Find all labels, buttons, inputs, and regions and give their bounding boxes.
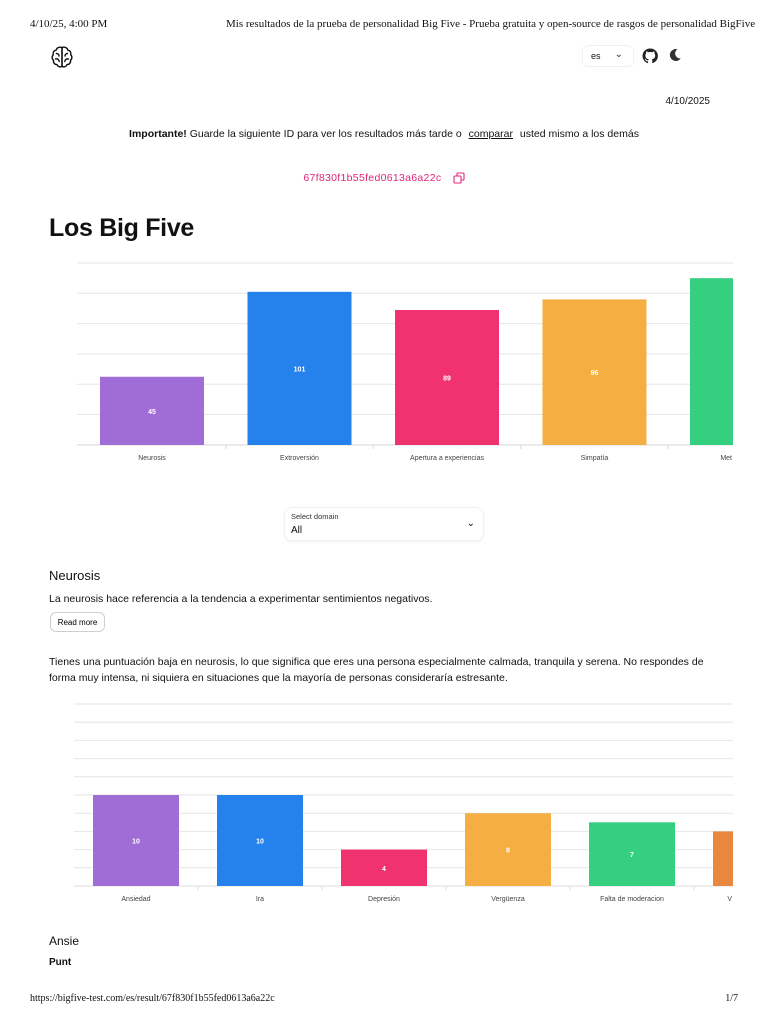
bar-value-label: 89 — [443, 376, 451, 383]
page-title: Los Big Five — [49, 214, 195, 242]
facet-heading: Ansie — [49, 934, 80, 948]
category-label: Apertura a experiencias — [410, 455, 484, 462]
bar — [217, 795, 303, 886]
read-more-button[interactable]: Read more — [50, 612, 105, 632]
language-select[interactable]: es ⌄ — [582, 45, 634, 67]
moon-icon[interactable] — [668, 48, 682, 62]
bar-value-label: 45 — [148, 409, 156, 416]
bar — [341, 849, 427, 886]
bar-value-label: 101 — [294, 366, 306, 373]
domain-select-value: All — [291, 525, 303, 536]
bar — [589, 822, 675, 886]
domain-select-label: Select domain — [291, 512, 339, 521]
bar-value-label: 10 — [256, 839, 264, 846]
chevron-down-icon: ⌄ — [614, 49, 623, 60]
category-label: Neurosis — [138, 455, 166, 462]
print-date: 4/10/25, 4:00 PM — [30, 18, 108, 30]
bar-value-label: 7 — [630, 852, 634, 859]
print-page-number: 1/7 — [725, 993, 738, 1004]
facet-score-label: Punt — [49, 957, 72, 968]
bar — [542, 299, 647, 445]
domain-result-text: Tienes una puntuación baja en neurosis, … — [49, 656, 704, 684]
result-id: 67f830f1b55fed0613a6a22c — [303, 172, 442, 184]
facet-chart-svg: 10 Ansiedad 10 Ira 4 Depresión 8 Vergüenza 7 Falt… — [74, 703, 733, 903]
print-url: https://bigfive-test.com/es/result/67f83… — [30, 993, 275, 1004]
domain-description: La neurosis hace referencia a la tendenc… — [49, 593, 433, 605]
bar — [247, 291, 352, 445]
category-label: Vergüenza — [491, 896, 525, 903]
important-notice: Importante! Guarde la siguiente ID para … — [0, 128, 768, 140]
result-id-row: 67f830f1b55fed0613a6a22c — [0, 172, 768, 184]
domain-select[interactable]: Select domain All ⌄ — [284, 507, 484, 541]
important-text: Guarde la siguiente ID para ver los resu… — [189, 128, 462, 140]
important-label: Importante! — [129, 128, 187, 140]
bar-value-label: 96 — [591, 370, 599, 377]
category-label: Depresión — [368, 896, 400, 903]
compare-link[interactable]: comparar — [468, 128, 513, 140]
category-label: Ira — [256, 896, 264, 903]
github-icon[interactable] — [642, 48, 658, 64]
category-label: Met — [720, 455, 732, 462]
brain-icon[interactable] — [49, 44, 75, 70]
print-header: 4/10/25, 4:00 PM Mis resultados de la pr… — [30, 18, 755, 32]
bar-value-label: 4 — [382, 866, 386, 873]
domain-title: Neurosis — [49, 568, 101, 583]
copy-icon[interactable] — [453, 172, 465, 184]
bar-value-label: 10 — [132, 839, 140, 846]
category-label: Ansiedad — [121, 896, 150, 903]
category-label: Extroversión — [280, 455, 319, 462]
category-label: V — [727, 896, 732, 903]
bar — [93, 795, 179, 886]
bar — [395, 310, 499, 445]
bar — [465, 813, 551, 886]
bar — [690, 278, 733, 445]
bar-value-label: 8 — [506, 848, 510, 855]
result-date: 4/10/2025 — [665, 96, 711, 107]
print-title: Mis resultados de la prueba de personali… — [226, 18, 756, 30]
language-value: es — [591, 51, 601, 61]
facet-chart: 10 Ansiedad 10 Ira 4 Depresión 8 Vergüenza 7 Falt… — [0, 700, 768, 910]
chevron-down-icon: ⌄ — [466, 518, 475, 529]
big-five-chart: 45 Neurosis 101 Extroversión 89 Apertura a ex… — [0, 255, 768, 470]
bar — [713, 831, 733, 886]
bar — [100, 376, 204, 445]
important-suffix: usted mismo a los demás — [519, 128, 639, 140]
big-five-chart-svg: 45 Neurosis 101 Extroversión 89 Apertura a ex… — [77, 262, 733, 462]
category-label: Simpatía — [581, 455, 609, 462]
category-label: Falta de moderacion — [600, 896, 664, 903]
